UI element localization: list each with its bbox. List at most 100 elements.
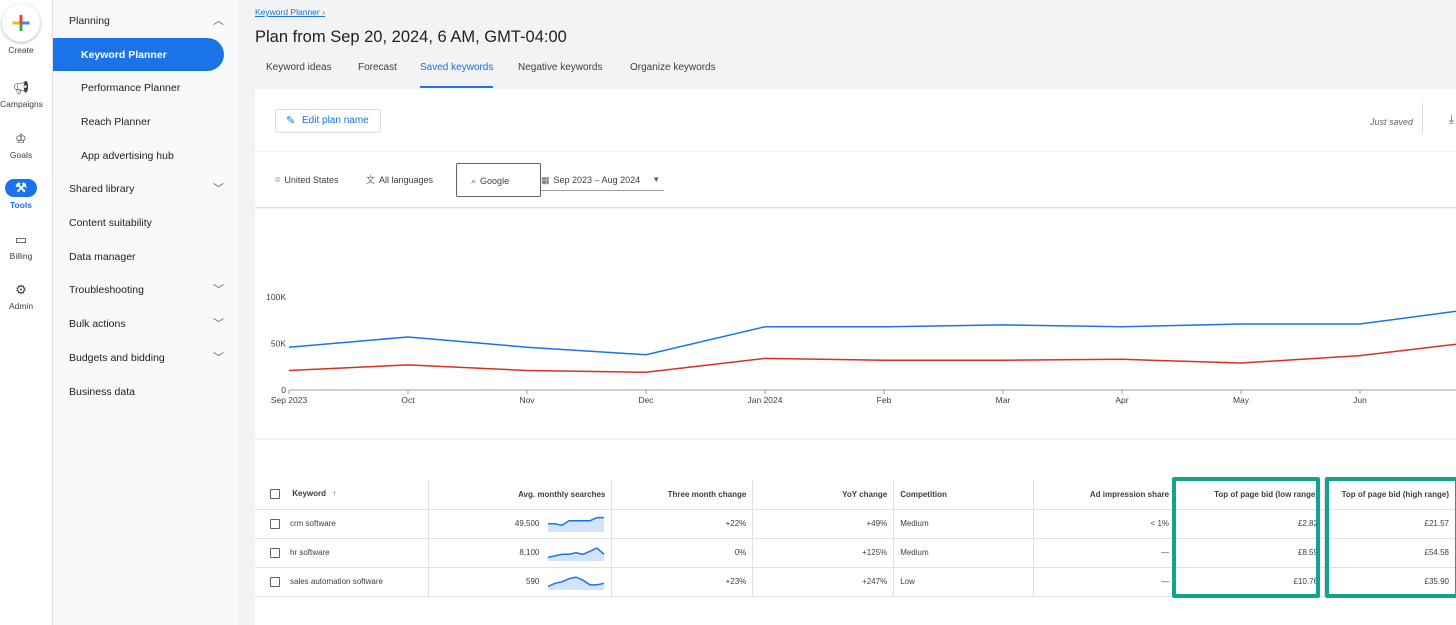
nav-item-label: Bulk actions (69, 318, 126, 330)
nav-item-app-advertising-hub[interactable]: App advertising hub (81, 146, 224, 166)
search-volume-chart: 0 50K 100K Sep 2023 Oct Nov Dec Jan 2024 Feb Mar A… (255, 209, 1456, 438)
chevron-down-icon: ﹀ (213, 352, 224, 364)
rail-item-campaigns[interactable]: 📢︎ Campaigns (0, 80, 43, 109)
column-header-competition[interactable]: Competition (893, 480, 1035, 510)
rail-item-admin[interactable]: ⚙ Admin (0, 282, 42, 311)
keyword-cell: crm software (255, 509, 430, 539)
nav-item-label: Reach Planner (81, 116, 151, 128)
keyword-cell: sales automation software (255, 567, 430, 597)
column-label: Keyword (292, 489, 327, 499)
icon-rail: Create 📢︎ Campaigns ♔ Goals ⚒ Tools ▭ Bi… (0, 0, 53, 625)
avg-monthly-searches-cell: 590 (428, 567, 613, 597)
row-checkbox[interactable] (270, 518, 280, 529)
language-value: All languages (379, 175, 434, 185)
row-checkbox[interactable] (270, 576, 280, 587)
avg-monthly-searches-cell: 49,500 (428, 509, 613, 539)
rail-item-label: Tools (9, 200, 33, 210)
nav-item-label: Data manager (69, 251, 136, 263)
column-header-bid-low[interactable]: Top of page bid (low range) (1175, 480, 1325, 510)
network-filter[interactable]: ⌕ Google (456, 163, 541, 197)
nav-item-bulk-actions[interactable]: Bulk actions ﹀ (69, 314, 224, 334)
nav-item-business-data[interactable]: Business data (69, 382, 224, 402)
calendar-icon: ▦ (541, 175, 550, 185)
nav-item-planning[interactable]: Planning ︿ (69, 11, 224, 31)
column-header-ad-impression-share[interactable]: Ad impression share (1033, 480, 1177, 510)
column-header-avg-monthly-searches[interactable]: Avg. monthly searches (428, 480, 613, 510)
nav-item-data-manager[interactable]: Data manager (69, 247, 224, 267)
line-chart: 0 50K 100K Sep 2023 Oct Nov Dec Jan 2024 Feb Mar A… (266, 292, 1456, 405)
nav-item-budgets-and-bidding[interactable]: Budgets and bidding ﹀ (69, 348, 224, 368)
nav-item-label: Content suitability (69, 217, 152, 229)
competition-cell: Medium (893, 509, 1035, 539)
nav-item-label: Keyword Planner (81, 49, 167, 61)
keyword-text: crm software (290, 518, 336, 528)
nav-item-performance-planner[interactable]: Performance Planner (81, 78, 224, 98)
x-tick-label: Dec (638, 395, 654, 405)
network-value: Google (480, 176, 510, 186)
rail-item-label: Billing (9, 251, 33, 261)
tab-organize-keywords[interactable]: Organize keywords (630, 62, 716, 73)
sparkline-line (548, 546, 605, 558)
rail-item-billing[interactable]: ▭ Billing (0, 232, 42, 261)
create-button[interactable] (2, 4, 40, 42)
highlight-bid-low (1172, 477, 1320, 598)
tab-keyword-ideas[interactable]: Keyword ideas (266, 62, 332, 73)
nav-item-label: App advertising hub (81, 150, 174, 162)
download-icon[interactable]: ⤓ (1448, 112, 1454, 126)
nav-item-reach-planner[interactable]: Reach Planner (81, 112, 224, 132)
tools-nav: Planning ︿ Keyword Planner Performance P… (53, 0, 238, 625)
yoy-change-cell: +49% (752, 509, 895, 539)
ad-impression-share-cell: < 1% (1033, 509, 1177, 539)
three-month-change-cell: 0% (611, 538, 754, 568)
divider (1422, 103, 1423, 133)
rail-item-goals[interactable]: ♔ Goals (0, 131, 42, 160)
nav-item-label: Shared library (69, 183, 135, 195)
tab-negative-keywords[interactable]: Negative keywords (518, 62, 603, 73)
column-header-three-month-change[interactable]: Three month change (611, 480, 754, 510)
y-tick-label: 50K (271, 339, 286, 349)
x-tick-label: Oct (401, 395, 415, 405)
main-content: Keyword Planner › Plan from Sep 20, 2024… (238, 0, 1456, 625)
y-tick-label: 100K (266, 292, 286, 302)
competition-cell: Medium (893, 538, 1035, 568)
ad-impression-share-cell: — (1033, 538, 1177, 568)
bid-low-cell: £8.59 (1175, 538, 1325, 568)
date-range-value: Sep 2023 – Aug 2024 (553, 175, 641, 185)
nav-item-shared-library[interactable]: Shared library ﹀ (69, 179, 224, 199)
table-row[interactable]: crm software 49,500 +22% +49% Medium < 1% £2.8… (255, 509, 1456, 539)
location-filter[interactable]: ⌾ United States (275, 163, 338, 197)
edit-plan-name-button[interactable]: ✎ Edit plan name (275, 109, 381, 133)
page-title: Plan from Sep 20, 2024, 6 AM, GMT-04:00 (255, 28, 567, 46)
three-month-change-cell: +22% (611, 509, 754, 539)
x-tick-label: Nov (519, 395, 535, 405)
table-row[interactable]: hr software 8,100 0% +125% Medium — £8.59 £54.5… (255, 538, 1456, 568)
keyword-column-header[interactable]: Keyword ↑ (255, 480, 430, 510)
edit-plan-name-label: Edit plan name (302, 115, 369, 126)
breadcrumb[interactable]: Keyword Planner › (255, 7, 325, 17)
tab-forecast[interactable]: Forecast (358, 62, 397, 73)
x-tick-label: Mar (996, 395, 1011, 405)
nav-item-keyword-planner[interactable]: Keyword Planner (81, 45, 224, 65)
three-month-change-cell: +23% (611, 567, 754, 597)
dropdown-arrow-icon: ▼ (652, 175, 661, 184)
table-row[interactable]: sales automation software 590 +23% +247% Low… (255, 567, 1456, 597)
location-pin-icon: ⌾ (275, 175, 281, 185)
searches-value: 49,500 (514, 518, 540, 528)
column-header-yoy-change[interactable]: YoY change (752, 480, 895, 510)
select-all-checkbox[interactable] (270, 489, 280, 500)
language-filter[interactable]: 文 All languages (366, 163, 433, 197)
chevron-down-icon: ﹀ (213, 284, 224, 296)
rail-item-tools[interactable]: ⚒ Tools (0, 179, 42, 210)
tab-saved-keywords[interactable]: Saved keywords (420, 62, 494, 88)
date-range-filter[interactable]: ▦ Sep 2023 – Aug 2024 ▼ (541, 169, 665, 191)
keyword-text: sales automation software (290, 576, 383, 586)
create-label: Create (8, 45, 34, 55)
ad-impression-share-cell: — (1033, 567, 1177, 597)
breadcrumb-link[interactable]: Keyword Planner (255, 7, 320, 17)
nav-item-troubleshooting[interactable]: Troubleshooting ﹀ (69, 280, 224, 300)
nav-item-content-suitability[interactable]: Content suitability (69, 213, 224, 233)
row-checkbox[interactable] (270, 547, 280, 558)
nav-item-label: Business data (69, 386, 135, 398)
nav-item-label: Planning (69, 15, 110, 27)
column-header-bid-high[interactable]: Top of page bid (high range) (1324, 480, 1456, 510)
